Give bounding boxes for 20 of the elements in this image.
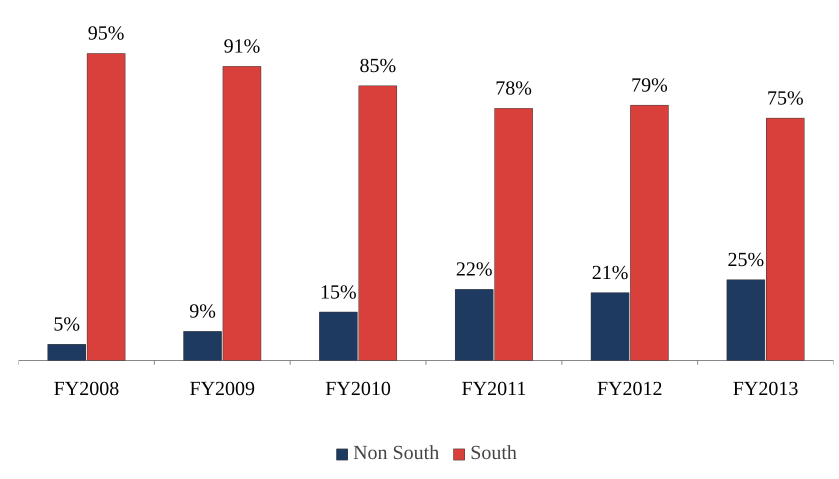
data-label: 22%	[456, 258, 493, 281]
x-tick-label: FY2010	[325, 378, 391, 400]
x-tick-label: FY2011	[462, 378, 526, 400]
data-label: 75%	[766, 87, 804, 110]
x-tick-label: FY2009	[189, 378, 256, 400]
data-label: 79%	[631, 74, 668, 96]
data-label: 21%	[592, 262, 628, 284]
data-label: 5%	[53, 314, 80, 336]
x-tick-label: FY2012	[596, 378, 663, 400]
legend-label: South	[470, 442, 517, 465]
x-tick-label: FY2008	[54, 378, 120, 400]
x-tick-label: FY2013	[732, 378, 798, 400]
data-label: 25%	[728, 248, 764, 271]
data-label: 9%	[189, 300, 216, 323]
data-label: 95%	[88, 22, 124, 45]
legend-label: Non South	[353, 442, 440, 465]
data-label: 15%	[320, 281, 357, 304]
data-label: 91%	[224, 36, 260, 58]
data-label: 85%	[359, 55, 396, 78]
data-label: 78%	[495, 78, 532, 100]
